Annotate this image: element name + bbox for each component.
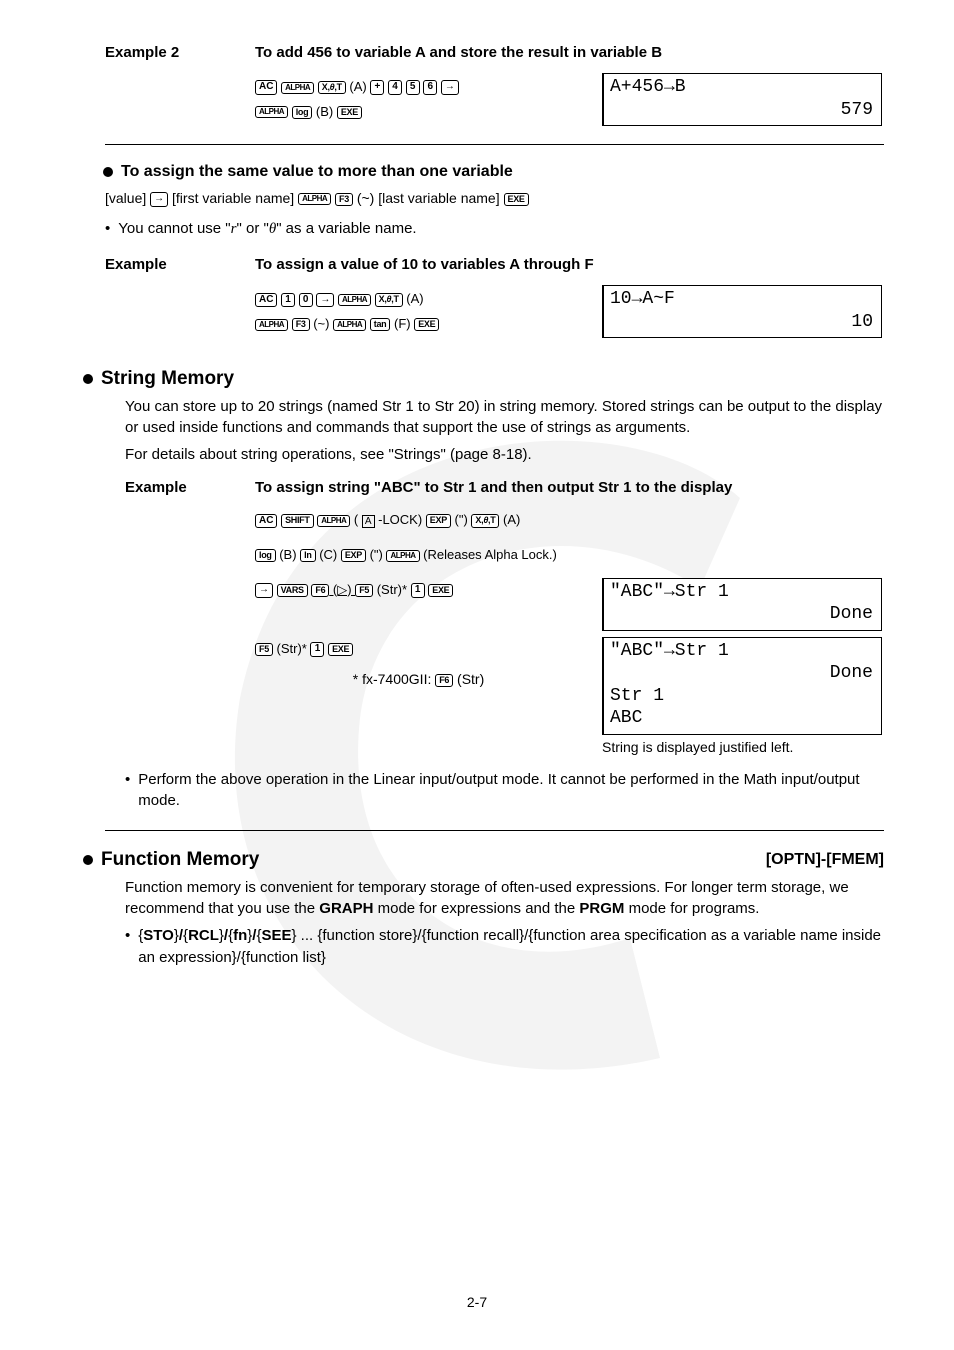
string-memory-heading: String Memory <box>85 368 884 390</box>
string-memory-para1: You can store up to 20 strings (named St… <box>125 396 884 438</box>
heading-text: Function Memory <box>101 849 259 871</box>
example2-label: Example 2 <box>105 44 255 61</box>
example-label: Example <box>105 256 255 273</box>
function-memory-ops: {STO}/{RCL}/{fn}/{SEE} ... {function sto… <box>138 925 884 969</box>
lcd-line: ABC <box>610 707 873 730</box>
bullet-dot: • <box>125 769 130 813</box>
assign-note: You cannot use "r" or "θ" as a variable … <box>118 218 416 241</box>
heading-text: To assign the same value to more than on… <box>121 163 513 181</box>
example-af-header: Example To assign a value of 10 to varia… <box>105 256 884 273</box>
function-memory-para: Function memory is convenient for tempor… <box>125 877 884 919</box>
example2-keys: AC ALPHA X,θ,T (A) + 4 5 6 →ALPHA log (B… <box>255 75 572 124</box>
example-title: To assign string "ABC" to Str 1 and then… <box>255 479 732 496</box>
example2-header: Example 2 To add 456 to variable A and s… <box>105 44 884 61</box>
str-keys-1: AC SHIFT ALPHA ( A -LOCK) EXP (") X,θ,T … <box>255 508 884 533</box>
lcd-line: Done <box>610 662 873 685</box>
str-note: Perform the above operation in the Linea… <box>138 769 884 813</box>
lcd-line: 10 <box>610 311 873 334</box>
example-af-keys: AC 1 0 → ALPHA X,θ,T (A)ALPHA F3 (~) ALP… <box>255 287 572 336</box>
lcd-line: 579 <box>610 99 873 122</box>
assign-same-heading: To assign the same value to more than on… <box>105 163 884 181</box>
lcd-line: Done <box>610 603 873 626</box>
example2-title: To add 456 to variable A and store the r… <box>255 44 662 61</box>
lcd-line: A+456→B <box>610 76 873 99</box>
lcd-line: 10→A~F <box>610 288 873 311</box>
lcd-line: "ABC"→Str 1 <box>610 581 873 604</box>
page-number: 2-7 <box>0 1294 954 1310</box>
lcd-line: "ABC"→Str 1 <box>610 640 729 663</box>
str-caption: String is displayed justified left. <box>602 739 884 755</box>
lcd-line: Str 1 <box>610 685 873 708</box>
bullet-dot: • <box>125 925 130 969</box>
heading-tag: [OPTN]-[FMEM] <box>766 851 884 869</box>
str-keys-4: F5 (Str)* 1 EXE <box>255 637 582 662</box>
assign-syntax: [value] → [first variable name] ALPHA F3… <box>105 185 884 212</box>
str-lcd-1: "ABC"→Str 1 Done <box>602 578 882 631</box>
example-af-lcd: 10→A~F 10 <box>602 285 882 338</box>
str-footnote: * fx-7400GII: F6 (Str) <box>255 671 582 687</box>
string-memory-para2: For details about string operations, see… <box>125 444 884 465</box>
example2-lcd: A+456→B 579 <box>602 73 882 126</box>
heading-text: String Memory <box>101 368 234 390</box>
example-label: Example <box>125 479 255 496</box>
str-lcd-2: "ABC"→Str 1 Done Str 1 ABC <box>602 637 882 735</box>
example-str-header: Example To assign string "ABC" to Str 1 … <box>125 479 884 496</box>
bullet-dot: • <box>105 218 110 241</box>
str-keys-2: log (B) In (C) EXP (") ALPHA (Releases A… <box>255 543 884 568</box>
str-keys-3: → VARS F6 (▷) F5 (Str)* 1 EXE <box>255 578 582 603</box>
example-title: To assign a value of 10 to variables A t… <box>255 256 594 273</box>
function-memory-heading: Function Memory [OPTN]-[FMEM] <box>85 849 884 871</box>
